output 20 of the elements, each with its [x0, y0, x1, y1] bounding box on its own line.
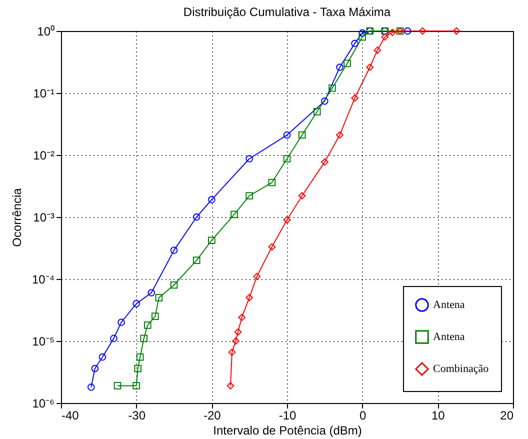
chart-title: Distribuição Cumulativa - Taxa Máxima [183, 5, 391, 19]
x-tick-label: -30 [128, 408, 146, 422]
y-tick-label: 10⁰ [37, 24, 54, 38]
x-tick-label: 20 [500, 408, 514, 422]
legend-label: Combinação [433, 363, 490, 375]
x-tick-label: -40 [62, 408, 80, 422]
x-tick-label: 0 [359, 408, 366, 422]
y-axis-title: Ocorrência [10, 188, 24, 247]
y-tick-label: 10⁻² [33, 148, 55, 162]
x-axis-title: Intervalo de Potência (dBm) [213, 424, 362, 438]
x-tick-label: 10 [431, 408, 446, 422]
y-tick-label: 10⁻⁴ [32, 272, 54, 286]
y-tick-label: 10⁻⁵ [32, 334, 55, 348]
y-tick-label: 10⁻¹ [33, 86, 55, 100]
x-tick-label: -10 [278, 408, 296, 422]
x-tick-label: -20 [203, 408, 222, 422]
legend-label: Antena [433, 299, 465, 311]
y-tick-label: 10⁻⁶ [32, 396, 55, 410]
y-tick-label: 10⁻³ [33, 210, 55, 224]
legend-label: Antena [433, 331, 465, 343]
